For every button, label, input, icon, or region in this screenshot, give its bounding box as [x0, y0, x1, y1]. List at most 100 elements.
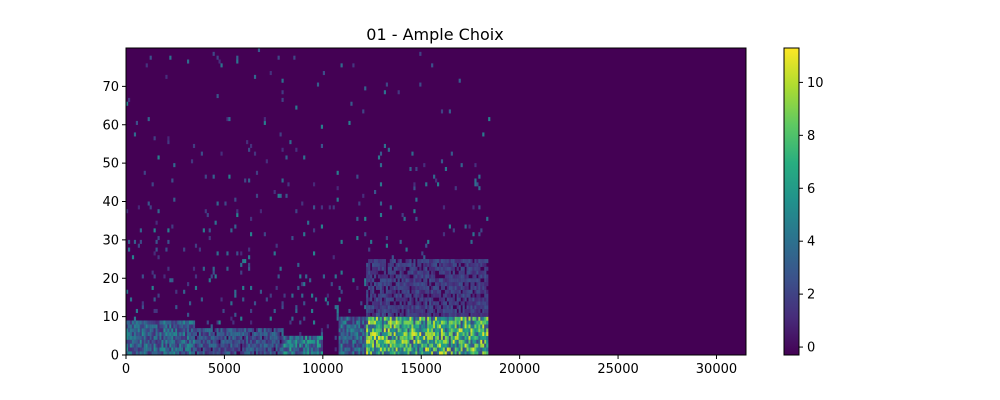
heatmap-cell [188, 351, 192, 355]
heatmap-cell [149, 343, 152, 348]
heatmap-cell [397, 285, 400, 290]
heatmap-cell [429, 262, 432, 267]
heatmap-cell [425, 270, 428, 275]
heatmap-cell [444, 301, 448, 306]
heatmap-cell [429, 259, 432, 264]
heatmap-cell [407, 312, 410, 317]
heatmap-cell [407, 285, 410, 290]
heatmap-cell [435, 266, 438, 271]
heatmap-cell [423, 347, 426, 352]
heatmap-cell [472, 232, 475, 237]
heatmap-cell [395, 335, 398, 340]
heatmap-cell [474, 274, 477, 279]
heatmap-cell [387, 293, 390, 298]
heatmap-cell [417, 293, 420, 298]
heatmap-cell [153, 347, 156, 352]
heatmap-cell [379, 320, 383, 325]
heatmap-cell [444, 270, 448, 275]
heatmap-cell [269, 351, 272, 355]
heatmap-cell [232, 339, 235, 344]
heatmap-cell [472, 274, 475, 279]
heatmap-cell [362, 109, 365, 114]
heatmap-cell [375, 266, 379, 271]
heatmap-cell [407, 301, 410, 306]
heatmap-cell [228, 331, 231, 337]
heatmap-cell [179, 339, 182, 344]
heatmap-cell [362, 324, 365, 329]
heatmap-cell [458, 289, 461, 294]
heatmap-cell [163, 328, 166, 333]
heatmap-cell [452, 262, 455, 267]
heatmap-cell [454, 308, 457, 313]
heatmap-cell [232, 331, 235, 337]
heatmap-cell [208, 351, 211, 355]
heatmap-cell [214, 274, 217, 279]
heatmap-cell [423, 297, 426, 302]
heatmap-cell [409, 305, 412, 310]
heatmap-cell [419, 51, 422, 56]
heatmap-cell [307, 335, 310, 340]
heatmap-cell [452, 343, 455, 348]
heatmap-cell [175, 328, 178, 333]
heatmap-cell [198, 331, 201, 337]
heatmap-cell [438, 343, 442, 348]
heatmap-cell [401, 351, 404, 355]
heatmap-cell [336, 308, 339, 313]
heatmap-cell [242, 347, 245, 352]
heatmap-cell [350, 335, 353, 340]
heatmap-cell [283, 347, 286, 352]
heatmap-cell [336, 316, 339, 321]
heatmap-cell [147, 339, 150, 344]
heatmap-cell [271, 335, 274, 340]
heatmap-cell [311, 335, 314, 340]
heatmap-cell [436, 316, 440, 321]
heatmap-cell [356, 351, 359, 355]
heatmap-cell [460, 324, 463, 329]
heatmap-cell [482, 259, 485, 264]
heatmap-cell [312, 343, 316, 348]
heatmap-cell [236, 339, 239, 344]
heatmap-cell [179, 351, 182, 355]
heatmap-cell [255, 351, 259, 355]
heatmap-cell [460, 270, 463, 275]
heatmap-cell [287, 347, 290, 352]
heatmap-cell [456, 343, 459, 348]
heatmap-cell [153, 308, 156, 313]
heatmap-cell [169, 343, 172, 348]
heatmap-cell [454, 316, 457, 321]
heatmap-cell [200, 331, 203, 337]
heatmap-cell [131, 320, 135, 325]
heatmap-cell [263, 328, 266, 333]
heatmap-cell [444, 259, 448, 264]
heatmap-cell [468, 351, 471, 355]
heatmap-cell [438, 335, 442, 340]
heatmap-cell [474, 259, 477, 264]
heatmap-cell [163, 331, 166, 337]
heatmap-cell [458, 293, 461, 298]
heatmap-cell [421, 324, 424, 329]
heatmap-cell [309, 343, 312, 348]
heatmap-cell [429, 339, 432, 344]
heatmap-cell [456, 301, 459, 306]
heatmap-cell [273, 343, 276, 348]
heatmap-cell [395, 343, 398, 348]
heatmap-cell [407, 331, 410, 337]
heatmap-cell [202, 343, 205, 348]
heatmap-cell [387, 343, 390, 348]
heatmap-cell [478, 278, 481, 283]
heatmap-cell [415, 328, 418, 333]
heatmap-cell [415, 351, 418, 355]
heatmap-cell [190, 159, 194, 164]
heatmap-cell [446, 328, 449, 333]
heatmap-cell [407, 320, 410, 325]
heatmap-cell [450, 266, 453, 271]
heatmap-cell [222, 347, 225, 352]
heatmap-cell [476, 266, 479, 271]
heatmap-cell [240, 270, 243, 275]
heatmap-cell [409, 312, 412, 317]
heatmap-cell [265, 331, 268, 337]
heatmap-cell [374, 297, 377, 302]
heatmap-cell [421, 259, 424, 264]
heatmap-cell [395, 266, 398, 271]
heatmap-cell [399, 351, 402, 355]
